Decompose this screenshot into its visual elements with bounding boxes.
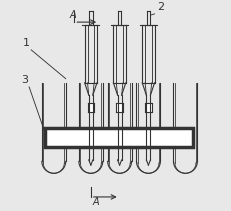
Bar bbox=[88, 103, 94, 112]
Bar bbox=[45, 128, 193, 147]
Text: A: A bbox=[93, 197, 100, 207]
Text: 2: 2 bbox=[157, 2, 164, 12]
Text: 3: 3 bbox=[21, 75, 28, 85]
Text: A: A bbox=[69, 10, 76, 20]
Bar bbox=[145, 103, 152, 112]
Text: 1: 1 bbox=[23, 38, 30, 48]
Bar bbox=[116, 103, 123, 112]
